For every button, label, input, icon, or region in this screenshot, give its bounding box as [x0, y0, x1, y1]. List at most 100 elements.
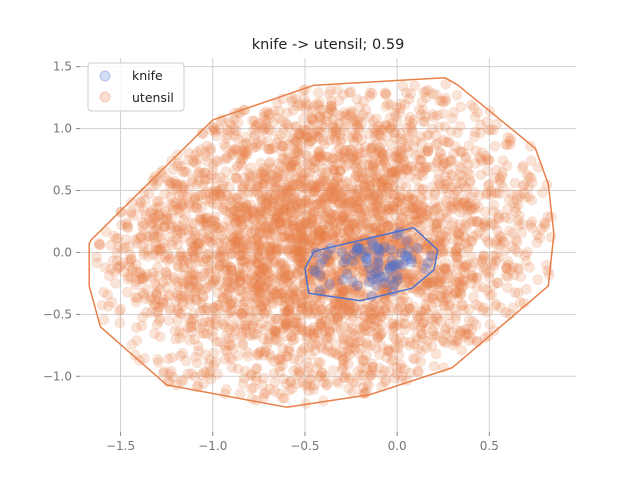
- scatter-point-utensil: [291, 146, 302, 157]
- scatter-point-utensil: [139, 293, 151, 305]
- scatter-point-utensil: [405, 161, 417, 173]
- scatter-point-utensil: [261, 264, 273, 276]
- scatter-point-utensil: [152, 306, 164, 318]
- scatter-point-utensil: [384, 178, 396, 189]
- scatter-point-utensil: [367, 361, 379, 373]
- scatter-point-utensil: [517, 160, 529, 172]
- scatter-point-utensil: [338, 266, 350, 277]
- scatter-point-utensil: [443, 137, 455, 148]
- scatter-point-utensil: [299, 232, 311, 244]
- scatter-point-utensil: [230, 130, 241, 141]
- scatter-point-utensil: [396, 169, 407, 181]
- scatter-point-utensil: [338, 334, 350, 346]
- scatter-point-utensil: [162, 175, 174, 186]
- scatter-point-utensil: [329, 270, 341, 282]
- scatter-point-utensil: [448, 148, 459, 159]
- scatter-point-utensil: [218, 139, 230, 150]
- scatter-point-utensil: [195, 306, 206, 318]
- scatter-point-utensil: [412, 366, 424, 378]
- scatter-point-utensil: [247, 171, 259, 183]
- scatter-point-utensil: [278, 373, 290, 385]
- scatter-point-utensil: [412, 281, 423, 292]
- scatter-point-utensil: [171, 233, 183, 245]
- scatter-point-utensil: [291, 269, 303, 280]
- scatter-point-utensil: [382, 279, 393, 291]
- scatter-point-utensil: [414, 237, 426, 248]
- scatter-point-utensil: [180, 210, 191, 221]
- scatter-point-utensil: [225, 298, 236, 310]
- scatter-point-utensil: [349, 189, 360, 200]
- scatter-point-utensil: [476, 156, 488, 167]
- scatter-point-utensil: [145, 217, 156, 229]
- scatter-point-utensil: [106, 296, 118, 308]
- scatter-point-utensil: [487, 218, 498, 230]
- scatter-point-utensil: [458, 231, 470, 242]
- scatter-point-utensil: [299, 93, 310, 104]
- scatter-point-utensil: [327, 197, 338, 209]
- scatter-point-utensil: [288, 288, 299, 300]
- scatter-point-utensil: [289, 317, 301, 329]
- scatter-point-utensil: [324, 208, 336, 220]
- scatter-point-utensil: [94, 239, 106, 250]
- scatter-point-utensil: [172, 260, 183, 271]
- scatter-point-utensil: [277, 115, 288, 127]
- scatter-point-utensil: [177, 220, 188, 231]
- scatter-point-utensil: [122, 286, 133, 298]
- scatter-point-utensil: [464, 169, 475, 180]
- scatter-point-utensil: [374, 217, 385, 229]
- scatter-point-utensil: [450, 310, 462, 321]
- scatter-point-utensil: [415, 109, 427, 120]
- scatter-point-utensil: [251, 257, 262, 269]
- scatter-point-utensil: [337, 354, 349, 366]
- scatter-point-utensil: [149, 298, 161, 310]
- scatter-point-utensil: [237, 309, 249, 321]
- scatter-point-utensil: [416, 212, 428, 224]
- scatter-point-utensil: [482, 180, 494, 191]
- scatter-point-utensil: [361, 349, 372, 361]
- scatter-point-utensil: [138, 187, 150, 198]
- scatter-point-utensil: [308, 379, 320, 391]
- scatter-point-utensil: [358, 267, 370, 279]
- scatter-point-utensil: [153, 357, 164, 368]
- scatter-point-utensil: [415, 155, 427, 166]
- scatter-point-utensil: [401, 277, 413, 288]
- scatter-point-utensil: [170, 333, 181, 345]
- scatter-point-utensil: [314, 234, 325, 246]
- scatter-point-utensil: [261, 165, 273, 176]
- scatter-point-utensil: [307, 120, 318, 131]
- scatter-point-utensil: [169, 176, 181, 187]
- scatter-point-utensil: [296, 229, 307, 241]
- scatter-point-utensil: [266, 283, 278, 295]
- scatter-point-utensil: [248, 124, 259, 135]
- scatter-point-utensil: [308, 325, 320, 337]
- scatter-point-utensil: [321, 151, 332, 162]
- scatter-point-utensil: [399, 155, 410, 167]
- scatter-point-utensil: [177, 167, 189, 178]
- scatter-point-utensil: [319, 139, 330, 150]
- scatter-point-utensil: [187, 226, 199, 238]
- scatter-point-utensil: [323, 135, 335, 146]
- scatter-point-utensil: [410, 201, 421, 212]
- scatter-point-utensil: [358, 369, 369, 381]
- scatter-point-utensil: [269, 328, 281, 340]
- scatter-point-utensil: [373, 129, 385, 141]
- scatter-point-utensil: [148, 229, 159, 240]
- scatter-point-utensil: [129, 349, 141, 361]
- scatter-point-knife: [367, 239, 379, 250]
- scatter-point-utensil: [397, 370, 408, 382]
- scatter-point-knife: [425, 250, 437, 262]
- scatter-point-utensil: [352, 336, 364, 348]
- scatter-point-utensil: [236, 249, 248, 261]
- scatter-point-utensil: [197, 291, 209, 303]
- scatter-point-utensil: [373, 209, 384, 220]
- scatter-point-utensil: [491, 118, 502, 130]
- scatter-point-utensil: [397, 137, 408, 148]
- scatter-point-utensil: [207, 159, 219, 170]
- scatter-point-utensil: [368, 223, 379, 235]
- scatter-point-utensil: [336, 157, 347, 168]
- scatter-point-utensil: [382, 220, 394, 231]
- scatter-point-utensil: [377, 242, 389, 254]
- scatter-point-utensil: [215, 249, 227, 261]
